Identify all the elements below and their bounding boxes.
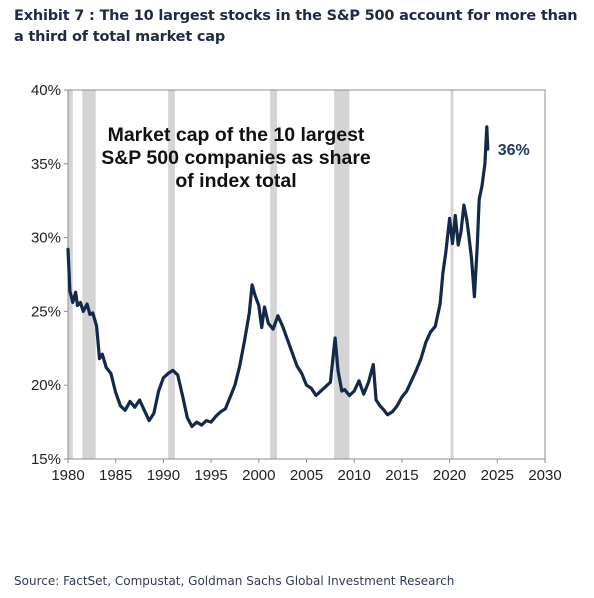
recession-band <box>450 90 454 459</box>
x-tick-label: 2020 <box>433 467 466 484</box>
exhibit-title: Exhibit 7 : The 10 largest stocks in the… <box>14 8 578 45</box>
x-tick-label: 2030 <box>528 467 561 484</box>
x-tick-label: 2015 <box>385 467 418 484</box>
x-tick-label: 1985 <box>99 467 132 484</box>
x-tick-label: 2010 <box>338 467 371 484</box>
end-value-label: 36% <box>498 142 530 159</box>
y-tick-label: 25% <box>31 303 61 320</box>
x-tick-label: 2005 <box>290 467 323 484</box>
recession-band <box>82 90 96 459</box>
source-note: Source: FactSet, Compustat, Goldman Sach… <box>14 574 455 588</box>
chart-annotation-line: of index total <box>175 170 296 192</box>
x-tick-label: 2000 <box>242 467 275 484</box>
y-tick-label: 35% <box>31 156 61 173</box>
y-tick-label: 30% <box>31 230 61 247</box>
x-tick-label: 1980 <box>51 467 84 484</box>
recession-band <box>270 90 277 459</box>
y-tick-label: 40% <box>31 82 61 99</box>
chart-axes: 15% 20% 25% 30% 35% 40% 1980 1985 1990 1995 2000 20… <box>31 82 562 484</box>
market-cap-share-chart: 15% 20% 25% 30% 35% 40% 1980 1985 1990 1995 2000 20… <box>31 82 562 484</box>
recession-band <box>168 90 175 459</box>
y-tick-label: 15% <box>31 451 61 468</box>
chart-annotation-line: S&P 500 companies as share <box>101 147 371 169</box>
series-layer <box>66 125 490 429</box>
x-tick-label: 2025 <box>481 467 514 484</box>
x-tick-label: 1995 <box>194 467 227 484</box>
y-tick-label: 20% <box>31 377 61 394</box>
x-tick-label: 1990 <box>147 467 180 484</box>
series-line <box>66 125 490 429</box>
chart-annotation-line: Market cap of the 10 largest <box>108 124 365 146</box>
